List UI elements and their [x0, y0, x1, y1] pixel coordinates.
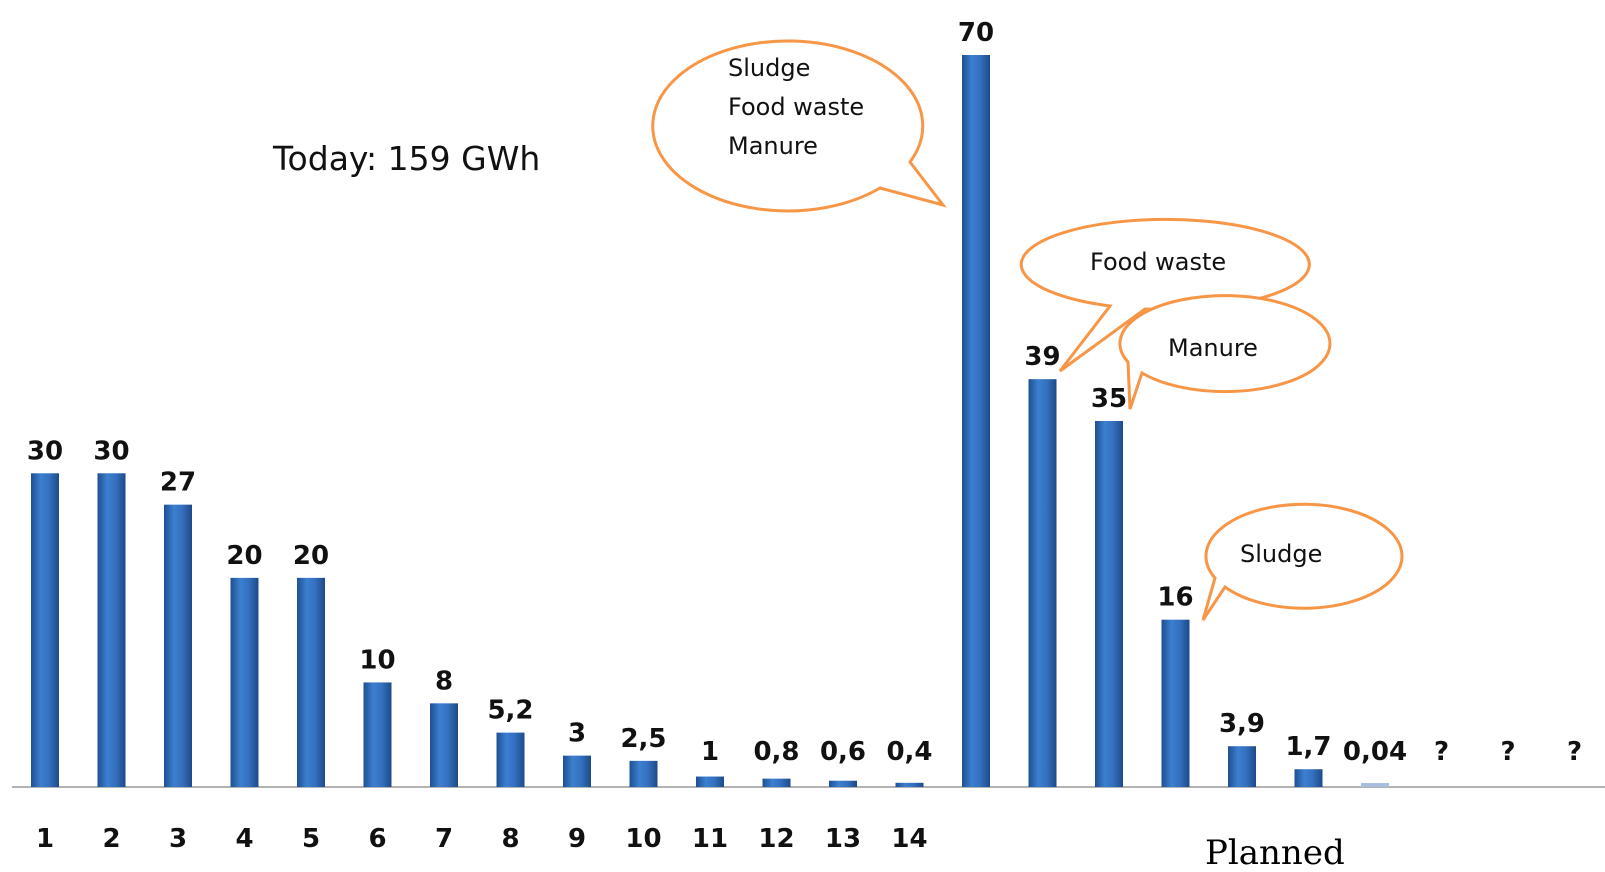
value-label-16: 39 [1024, 342, 1060, 372]
bubble-sludge-label: Sludge [1240, 540, 1322, 568]
bar-4 [230, 577, 259, 787]
bar-17 [1095, 421, 1123, 787]
value-label-20: 1,7 [1285, 732, 1331, 762]
category-label-4: 4 [235, 824, 253, 854]
bar-6 [363, 682, 392, 787]
value-label-4: 20 [226, 541, 262, 571]
bar-20 [1294, 769, 1323, 787]
value-label-8: 5,2 [487, 696, 533, 726]
bar-5 [297, 577, 325, 787]
category-label-9: 9 [568, 824, 586, 854]
bubble-food-waste: Food waste [1019, 217, 1311, 373]
value-label-22: ? [1434, 737, 1449, 767]
value-label-7: 8 [435, 666, 453, 696]
bar-3 [164, 504, 192, 787]
category-labels-group: 1 2 3 4 5 6 7 8 9 10 11 12 13 14 [36, 824, 928, 854]
bubble-sludge: Sludge [1201, 502, 1404, 621]
bars-group [31, 55, 1389, 787]
value-label-12: 0,8 [753, 737, 799, 767]
planned-label: Planned [1205, 833, 1345, 872]
bar-14 [895, 782, 924, 787]
bubble-food-waste-label: Food waste [1090, 248, 1226, 276]
value-label-5: 20 [293, 541, 329, 571]
bubble-manure: Manure [1118, 294, 1332, 410]
bar-18 [1161, 619, 1190, 787]
bar-1 [31, 473, 59, 787]
value-label-2: 30 [93, 436, 129, 466]
value-label-6: 10 [359, 645, 395, 675]
category-label-10: 10 [625, 824, 661, 854]
bar-21 [1361, 783, 1389, 787]
category-label-14: 14 [891, 824, 927, 854]
bar-2 [97, 473, 126, 787]
bar-19 [1228, 746, 1256, 787]
value-label-17: 35 [1091, 384, 1127, 414]
category-label-2: 2 [102, 824, 120, 854]
value-label-10: 2,5 [620, 724, 666, 754]
value-labels-group: 30 30 27 20 20 10 8 5,2 3 2,5 1 0,8 0,6 0,4 70 39 35 16 3,… [27, 18, 1582, 767]
bar-11 [696, 776, 724, 787]
value-label-3: 27 [160, 468, 196, 498]
bubble-big: Sludge Food waste Manure [651, 39, 947, 213]
bubble-big-line-2: Food waste [728, 93, 864, 121]
value-label-23: ? [1500, 737, 1515, 767]
value-label-9: 3 [568, 719, 586, 749]
value-label-13: 0,6 [820, 737, 866, 767]
bar-16 [1028, 379, 1057, 787]
value-label-15: 70 [958, 18, 994, 48]
value-label-11: 1 [701, 737, 719, 767]
category-label-7: 7 [435, 824, 453, 854]
bar-12 [762, 778, 791, 787]
value-label-14: 0,4 [886, 737, 932, 767]
bubble-manure-label: Manure [1168, 334, 1258, 362]
bar-13 [829, 780, 857, 787]
bubble-big-line-3: Manure [728, 132, 818, 160]
value-label-19: 3,9 [1219, 709, 1265, 739]
category-label-12: 12 [758, 824, 794, 854]
value-label-18: 16 [1157, 583, 1193, 613]
value-label-21: 0,04 [1343, 737, 1407, 767]
category-label-8: 8 [501, 824, 519, 854]
today-annotation: Today: 159 GWh [272, 139, 540, 178]
category-label-1: 1 [36, 824, 54, 854]
bar-15 [962, 55, 990, 787]
bar-10 [629, 760, 658, 787]
bar-9 [563, 755, 591, 787]
bubble-big-line-1: Sludge [728, 54, 810, 82]
bar-7 [430, 703, 458, 787]
value-label-1: 30 [27, 436, 63, 466]
category-label-6: 6 [368, 824, 386, 854]
category-label-11: 11 [692, 824, 728, 854]
value-label-24: ? [1567, 737, 1582, 767]
category-label-13: 13 [825, 824, 861, 854]
category-label-5: 5 [302, 824, 320, 854]
bar-8 [496, 732, 525, 787]
category-label-3: 3 [169, 824, 187, 854]
